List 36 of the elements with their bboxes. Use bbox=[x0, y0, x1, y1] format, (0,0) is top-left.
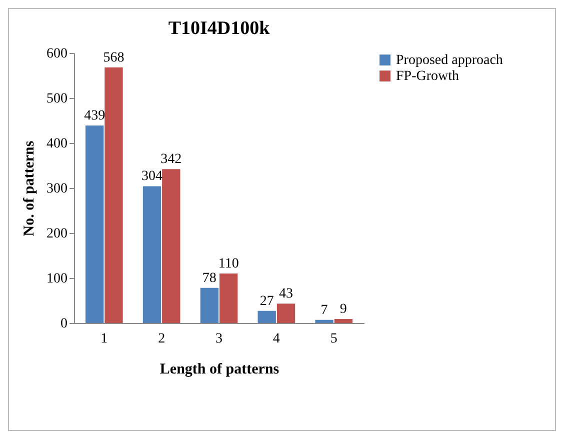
legend-label: FP-Growth bbox=[396, 69, 460, 84]
x-tick-label: 5 bbox=[330, 332, 338, 346]
y-tick-label: 600 bbox=[46, 46, 68, 62]
y-tick-label: 400 bbox=[46, 136, 68, 152]
y-tick-label: 300 bbox=[46, 182, 68, 196]
data-label: 27 bbox=[260, 294, 274, 309]
data-label: 342 bbox=[160, 152, 182, 168]
y-tick-label: 100 bbox=[46, 272, 68, 286]
data-label: 439 bbox=[84, 108, 106, 124]
legend-label: Proposed approach bbox=[396, 53, 503, 68]
bar bbox=[334, 318, 353, 323]
bar bbox=[200, 288, 219, 323]
data-label: 43 bbox=[278, 286, 293, 302]
data-label: 78 bbox=[202, 270, 216, 286]
data-label: 9 bbox=[340, 302, 347, 317]
bar bbox=[142, 186, 162, 323]
data-label: 568 bbox=[103, 50, 124, 66]
bar bbox=[219, 274, 238, 323]
x-tick-label: 3 bbox=[216, 332, 222, 346]
bar bbox=[258, 310, 276, 323]
x-tick-label: 1 bbox=[100, 332, 108, 346]
y-tick-label: 0 bbox=[60, 316, 68, 332]
y-tick-label: 500 bbox=[46, 92, 68, 106]
bar bbox=[85, 125, 104, 323]
data-label: 7 bbox=[320, 302, 328, 318]
bar bbox=[162, 169, 180, 323]
y-tick-label: 200 bbox=[46, 226, 68, 242]
chart-title: T10I4D100k bbox=[168, 18, 270, 39]
bar bbox=[104, 67, 123, 323]
bar bbox=[315, 320, 334, 323]
x-tick-label: 2 bbox=[158, 332, 166, 346]
x-tick-label: 4 bbox=[272, 332, 280, 346]
bar bbox=[276, 304, 296, 323]
data-label: 110 bbox=[218, 256, 239, 272]
x-axis-title: Length of patterns bbox=[160, 362, 280, 378]
y-axis-title: No. of patterns bbox=[22, 140, 38, 236]
